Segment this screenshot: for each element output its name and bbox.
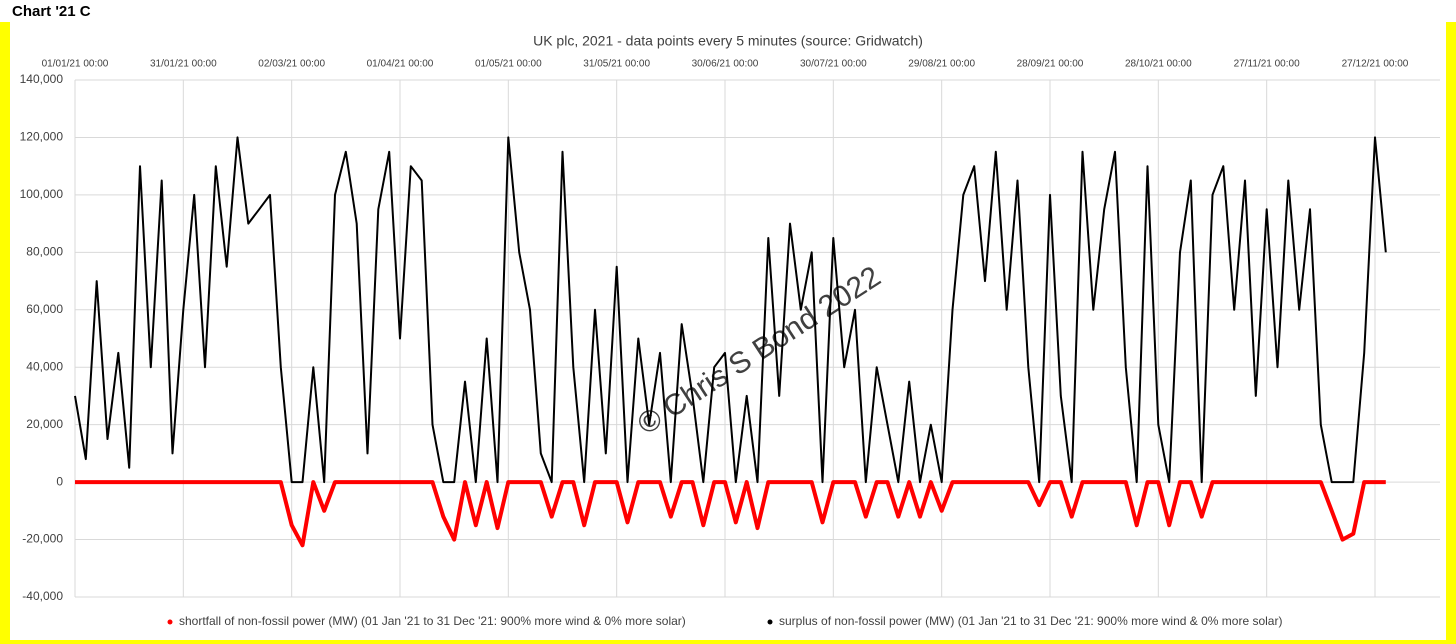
y-tick-label: 140,000 <box>20 72 64 86</box>
x-tick-label: 28/09/21 00:00 <box>1017 59 1084 70</box>
header: Chart '21 C <box>0 0 1456 22</box>
legend-label: surplus of non-fossil power (MW) (01 Jan… <box>779 614 1282 628</box>
x-tick-label: 28/10/21 00:00 <box>1125 59 1192 70</box>
legend-label: shortfall of non-fossil power (MW) (01 J… <box>179 614 686 628</box>
x-tick-label: 30/06/21 00:00 <box>692 59 759 70</box>
chart: UK plc, 2021 - data points every 5 minut… <box>10 22 1446 640</box>
series-line <box>75 480 1386 548</box>
header-title: Chart '21 C <box>12 3 91 20</box>
y-tick-label: 120,000 <box>20 130 64 144</box>
x-tick-label: 01/04/21 00:00 <box>367 59 434 70</box>
y-tick-label: 80,000 <box>26 245 63 259</box>
x-tick-label: 27/12/21 00:00 <box>1342 59 1409 70</box>
y-tick-label: -40,000 <box>22 589 63 603</box>
y-tick-label: -20,000 <box>22 532 63 546</box>
legend-marker <box>167 619 173 625</box>
y-tick-label: 40,000 <box>26 359 63 373</box>
y-tick-label: 100,000 <box>20 187 64 201</box>
x-tick-label: 01/01/21 00:00 <box>42 59 109 70</box>
x-tick-label: 30/07/21 00:00 <box>800 59 867 70</box>
y-tick-label: 20,000 <box>26 417 63 431</box>
x-tick-label: 29/08/21 00:00 <box>908 59 975 70</box>
y-tick-label: 0 <box>56 474 63 488</box>
legend-marker <box>767 619 773 625</box>
x-tick-label: 31/01/21 00:00 <box>150 59 217 70</box>
x-tick-label: 27/11/21 00:00 <box>1234 59 1300 70</box>
x-tick-label: 01/05/21 00:00 <box>475 59 542 70</box>
x-tick-label: 31/05/21 00:00 <box>583 59 650 70</box>
series-line <box>74 136 1387 484</box>
x-tick-label: 02/03/21 00:00 <box>258 59 325 70</box>
y-tick-label: 60,000 <box>26 302 63 316</box>
chart-title: UK plc, 2021 - data points every 5 minut… <box>533 33 923 49</box>
